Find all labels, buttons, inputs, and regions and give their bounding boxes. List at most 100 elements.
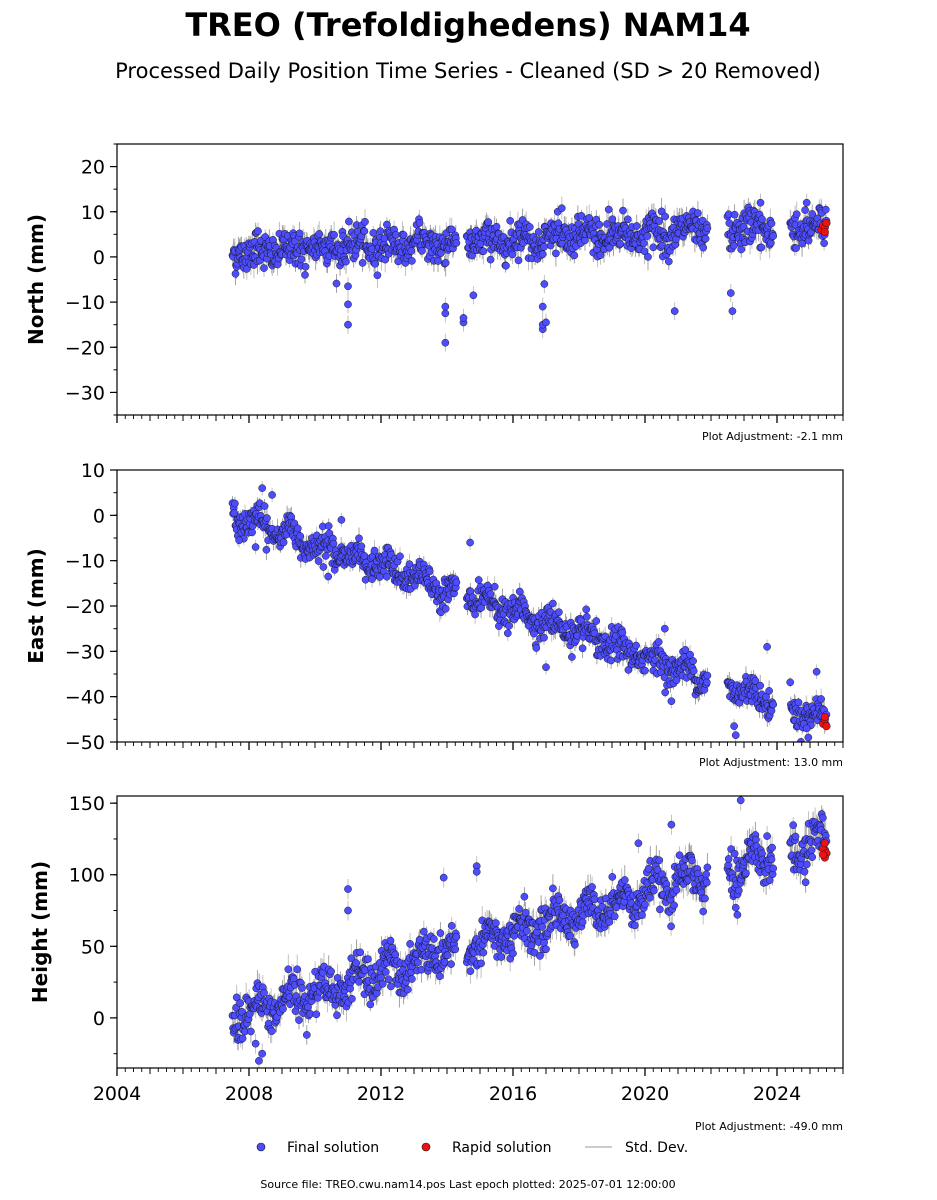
final-solution-point	[731, 731, 740, 740]
rapid-solution-point	[820, 228, 829, 237]
final-solution-point	[802, 724, 811, 733]
final-solution-point	[361, 217, 369, 226]
final-solution-point	[725, 219, 734, 227]
final-solution-point	[730, 241, 738, 250]
final-solution-point	[640, 247, 649, 256]
final-solution-point	[641, 666, 649, 675]
final-solution-point	[405, 560, 414, 569]
final-solution-point	[730, 722, 738, 730]
rapid-solution-point	[822, 722, 831, 731]
y-tick-label: −50	[65, 732, 105, 754]
final-solution-point	[514, 256, 523, 265]
final-solution-point	[452, 578, 461, 587]
final-solution-point	[603, 220, 611, 228]
final-solution-point	[534, 228, 543, 236]
north-rapid-solution-series	[817, 219, 831, 237]
final-solution-point	[801, 206, 809, 214]
final-solution-point	[655, 217, 664, 225]
final-solution-point	[542, 663, 550, 672]
final-solution-point	[358, 259, 367, 267]
final-solution-point	[726, 289, 735, 297]
final-solution-point	[532, 644, 541, 652]
final-solution-point	[505, 621, 513, 630]
north-plot-frame	[116, 143, 844, 416]
final-solution-point	[434, 257, 442, 265]
final-solution-point	[661, 688, 670, 697]
north-panel: 20 10 0 −10 −20 −30 North (mm) Plot Adjustment:…	[24, 143, 844, 443]
final-solution-point	[681, 646, 690, 654]
final-solution-point	[408, 257, 416, 265]
final-solution-point	[293, 524, 302, 533]
final-solution-point	[268, 491, 276, 499]
final-solution-point	[486, 590, 495, 598]
y-tick-label: −20	[65, 596, 105, 618]
final-solution-point	[235, 536, 243, 545]
final-solution-point	[643, 232, 652, 240]
final-solution-point	[503, 629, 512, 638]
final-solution-point	[540, 280, 549, 288]
final-solution-point	[756, 198, 765, 207]
final-solution-point	[344, 320, 352, 329]
final-solution-point	[765, 687, 773, 695]
final-solution-point	[502, 261, 510, 270]
final-solution-point	[357, 542, 366, 551]
y-tick-label: −30	[65, 382, 105, 404]
final-solution-point	[577, 211, 586, 220]
final-solution-point	[441, 259, 450, 267]
north-data-points	[228, 193, 831, 352]
east-axis-label: East (mm)	[24, 548, 48, 664]
final-solution-point	[804, 733, 813, 742]
final-solution-point	[396, 552, 404, 561]
east-data-points	[228, 480, 831, 742]
final-solution-point	[644, 253, 652, 261]
final-solution-point	[479, 247, 488, 256]
final-solution-point	[296, 532, 305, 540]
final-solution-point	[639, 239, 648, 248]
final-solution-point	[582, 605, 591, 614]
final-solution-point	[418, 246, 426, 255]
final-solution-point	[441, 338, 450, 347]
final-solution-point	[319, 563, 328, 571]
final-solution-point	[325, 529, 334, 538]
final-solution-point	[767, 219, 776, 228]
final-solution-point	[672, 676, 681, 685]
y-tick-label: 0	[93, 505, 105, 527]
final-solution-point	[703, 671, 712, 680]
final-solution-point	[632, 222, 641, 230]
y-tick-label: −20	[65, 337, 105, 359]
final-solution-point	[538, 250, 547, 259]
north-plot-adjustment: Plot Adjustment: -2.1 mm	[702, 430, 843, 443]
final-solution-point	[373, 271, 382, 280]
final-solution-point	[596, 251, 605, 260]
final-solution-point	[314, 557, 323, 565]
final-solution-point	[807, 228, 815, 237]
final-solution-point	[248, 528, 256, 537]
final-solution-point	[279, 538, 288, 547]
final-solution-point	[763, 642, 771, 651]
final-solution-point	[508, 250, 517, 259]
final-solution-point	[737, 245, 746, 254]
final-solution-point	[525, 223, 534, 231]
north-final-solution-series	[228, 198, 831, 347]
rapid-solution-point	[820, 713, 829, 722]
final-solution-point	[506, 216, 515, 225]
y-tick-label: 0	[93, 247, 105, 269]
final-solution-point	[345, 217, 353, 226]
final-solution-point	[699, 243, 708, 252]
final-solution-point	[570, 251, 579, 260]
final-solution-point	[786, 678, 795, 687]
final-solution-point	[757, 243, 766, 252]
final-solution-point	[792, 210, 801, 219]
final-solution-point	[301, 262, 310, 271]
final-solution-point	[604, 205, 613, 214]
east-panel: 10 0 −10 −20 −30 −40 −50 East (mm) Plot Adjustme…	[24, 460, 844, 769]
final-solution-point	[694, 209, 702, 217]
final-solution-point	[466, 538, 474, 547]
final-solution-point	[490, 582, 499, 591]
final-solution-point	[370, 546, 379, 555]
final-solution-point	[821, 205, 830, 214]
final-solution-point	[484, 218, 493, 226]
final-solution-point	[756, 681, 765, 690]
